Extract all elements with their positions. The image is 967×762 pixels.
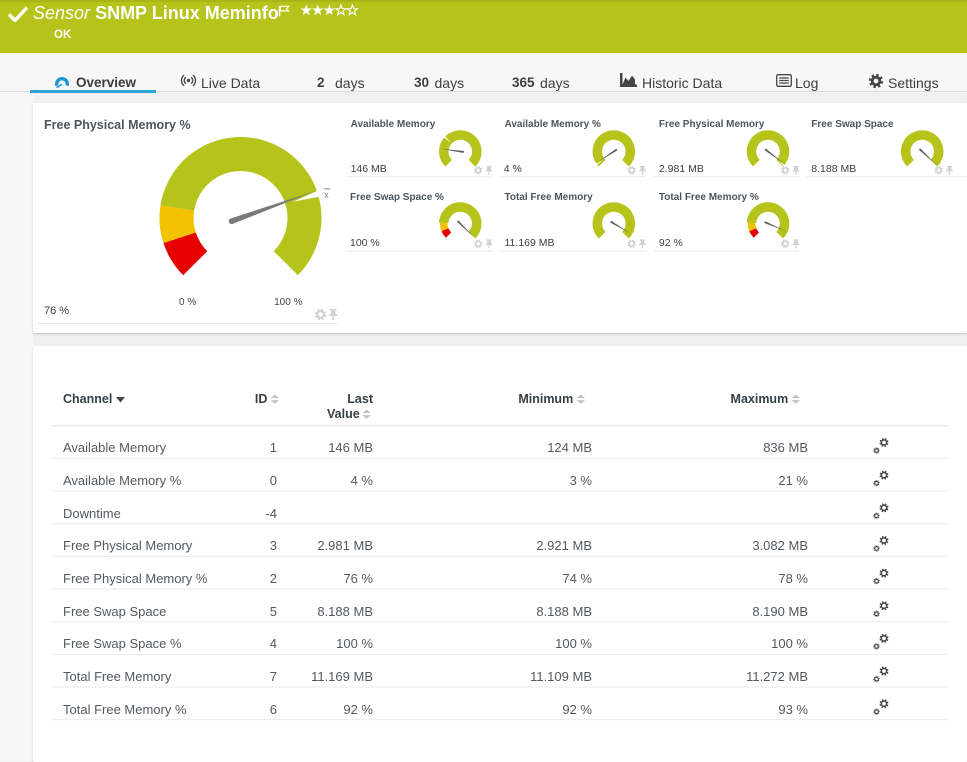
svg-text:x: x bbox=[324, 190, 329, 200]
